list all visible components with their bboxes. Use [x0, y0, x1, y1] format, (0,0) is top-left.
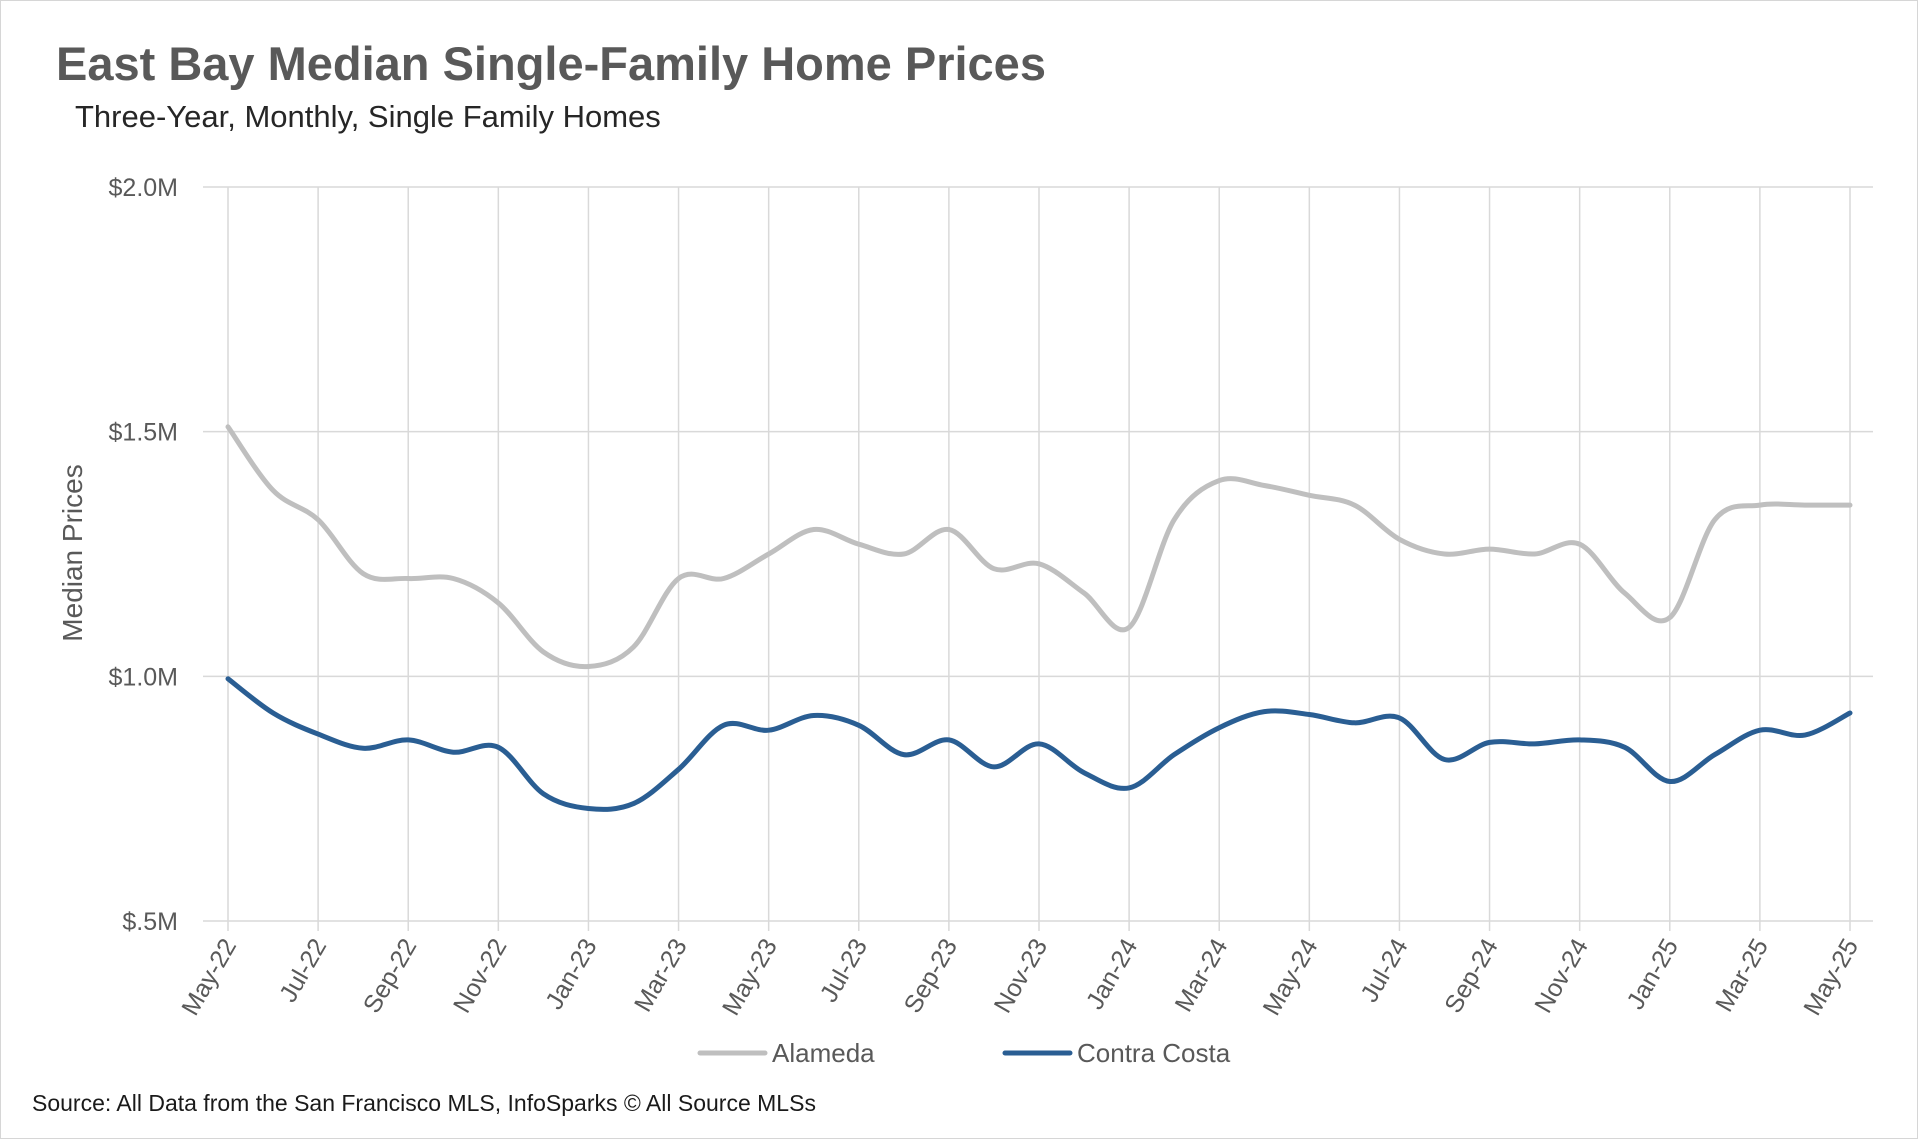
series-lines [225, 424, 1853, 812]
y-axis-label: Median Prices [57, 464, 88, 641]
x-tick-label: Sep-23 [899, 934, 964, 1018]
x-tick-label: Mar-23 [629, 934, 693, 1017]
chart-source: Source: All Data from the San Francisco … [32, 1090, 816, 1116]
x-tick-label: Mar-24 [1170, 934, 1234, 1017]
x-tick-label: May-23 [717, 934, 783, 1020]
series-line-contra-costa [225, 676, 1853, 812]
x-tick-label: Jan-25 [1621, 934, 1683, 1014]
x-tick-label: Jan-23 [540, 934, 602, 1014]
x-tick-label: May-22 [176, 934, 242, 1020]
legend-label-contra-costa: Contra Costa [1077, 1038, 1231, 1068]
legend: Alameda Contra Costa [697, 1038, 1231, 1068]
x-tick-label: Nov-23 [989, 934, 1054, 1018]
y-tick-label: $2.0M [109, 174, 178, 202]
x-tick-label: Jul-23 [815, 934, 873, 1007]
legend-label-alameda: Alameda [772, 1038, 875, 1068]
chart-subtitle: Three-Year, Monthly, Single Family Homes [75, 99, 661, 134]
y-tick-label: $1.0M [109, 663, 178, 691]
x-tick-label: May-25 [1798, 934, 1864, 1020]
x-axis-ticks: May-22 Jul-22 Sep-22 Nov-22 Jan-23 Mar-23 May-… [176, 934, 1864, 1020]
x-tick-label: Nov-24 [1529, 934, 1594, 1018]
x-tick-label: Sep-22 [358, 934, 423, 1018]
x-tick-label: Mar-25 [1710, 934, 1774, 1017]
y-tick-label: $.5M [122, 908, 178, 936]
x-tick-label: Jul-24 [1355, 934, 1413, 1007]
gridlines [203, 186, 1873, 931]
x-tick-label: Jan-24 [1081, 934, 1144, 1014]
y-axis-ticks: $2.0M $1.5M $1.0M $.5M [109, 174, 178, 936]
x-tick-label: Nov-22 [448, 934, 513, 1018]
y-tick-label: $1.5M [109, 419, 178, 447]
x-tick-label: May-24 [1258, 934, 1324, 1020]
x-tick-label: Sep-24 [1439, 934, 1504, 1018]
chart-title: East Bay Median Single-Family Home Price… [56, 37, 1046, 90]
x-tick-label: Jul-22 [274, 934, 332, 1007]
series-line-alameda [225, 424, 1853, 670]
